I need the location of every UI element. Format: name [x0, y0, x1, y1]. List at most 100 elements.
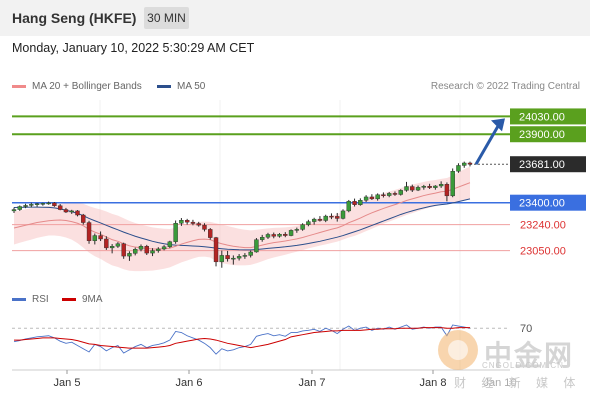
- candle-body: [231, 257, 236, 260]
- rsi-swatch: [12, 297, 26, 301]
- candle-body: [462, 162, 467, 166]
- ma20-label: MA 20 + Bollinger Bands: [32, 81, 142, 92]
- candle-body: [138, 246, 144, 250]
- rsi-label: RSI: [32, 294, 49, 305]
- candle-body: [121, 243, 126, 257]
- candle-body: [179, 220, 184, 224]
- forecast-arrow-line: [474, 123, 501, 165]
- candle-body: [260, 236, 265, 240]
- ma9-swatch: [62, 297, 76, 301]
- current-price-tag: [510, 156, 586, 173]
- candle-body: [75, 210, 80, 216]
- candle-body: [456, 165, 461, 172]
- candle-body: [329, 215, 334, 218]
- candle-body: [277, 233, 282, 237]
- chart-datetime: Monday, January 10, 2022 5:30:29 AM CET: [12, 41, 255, 55]
- candle-body: [161, 246, 167, 250]
- candle-body: [208, 229, 213, 238]
- candle-body: [381, 194, 386, 196]
- rsi-ma9-line: [14, 327, 470, 349]
- candle-body: [81, 214, 86, 223]
- rsi-line: [13, 324, 471, 355]
- candle-body: [421, 186, 427, 188]
- candle-body: [288, 230, 294, 236]
- candle-body: [29, 204, 34, 206]
- candle-body: [317, 218, 323, 221]
- candle-body: [57, 205, 63, 210]
- candle-body: [156, 248, 161, 251]
- candle-body: [173, 223, 178, 242]
- candle-body: [248, 251, 253, 256]
- candle-body: [92, 235, 98, 241]
- legend-ma50: MA 50: [157, 81, 205, 92]
- research-credit: Research © 2022 Trading Central: [430, 81, 580, 92]
- candle-body: [386, 193, 392, 196]
- x-tick-label: Jan 7: [299, 377, 326, 389]
- candle-body: [23, 205, 28, 207]
- candle-body: [202, 224, 207, 230]
- candle-body: [34, 203, 40, 205]
- candle-body: [98, 235, 103, 240]
- level-label-24030.00: 24030.00: [519, 111, 565, 123]
- candle-body: [213, 237, 219, 263]
- forecast-arrow-head: [491, 118, 505, 132]
- candle-body: [196, 223, 201, 226]
- current-price-label: 23681.00: [519, 159, 565, 171]
- candle-body: [219, 255, 224, 263]
- watermark-text: 中金网: [484, 340, 575, 371]
- candle-body: [184, 220, 190, 223]
- candle-body: [86, 222, 92, 241]
- ma9-label: 9MA: [82, 294, 103, 305]
- candle-body: [254, 239, 259, 253]
- legend-rsi: RSI: [12, 294, 49, 305]
- candle-body: [52, 202, 57, 206]
- watermark-logo-inner: [448, 340, 468, 360]
- candle-body: [335, 216, 340, 219]
- candle-body: [398, 190, 403, 195]
- candle-body: [346, 201, 351, 212]
- candle-body: [283, 233, 288, 236]
- chart-header: Hang Seng (HKFE) 30 MIN: [0, 0, 590, 36]
- candle-body: [236, 256, 242, 259]
- candle-body: [467, 162, 473, 165]
- candle-body: [40, 203, 46, 205]
- ma50-swatch: [157, 84, 171, 88]
- candle-body: [17, 206, 22, 210]
- level-tag-24030.00: [510, 108, 586, 125]
- candle-body: [104, 238, 109, 249]
- ma20-swatch: [12, 84, 26, 88]
- candle-body: [300, 224, 305, 230]
- candle-body: [444, 184, 450, 197]
- candle-body: [392, 193, 398, 195]
- candle-body: [265, 234, 271, 238]
- candle-body: [133, 249, 138, 254]
- timeframe-button[interactable]: 30 MIN: [144, 7, 189, 29]
- candle-body: [433, 185, 438, 188]
- x-tick-label: Jan 5: [54, 377, 81, 389]
- candle-body: [415, 187, 421, 191]
- candle-body: [358, 200, 363, 205]
- candle-body: [340, 210, 346, 219]
- candle-body: [352, 201, 357, 205]
- ma50-label: MA 50: [177, 81, 206, 92]
- candle-body: [11, 209, 17, 212]
- candle-body: [427, 186, 432, 188]
- x-tick-label: Jan 10: [483, 377, 516, 389]
- candle-body: [63, 209, 69, 213]
- candle-body: [150, 250, 155, 254]
- candle-body: [369, 196, 375, 200]
- candle-body: [127, 253, 132, 257]
- level-tag-23400.00: [510, 194, 586, 211]
- candle-body: [404, 186, 409, 191]
- level-label-23400.00: 23400.00: [519, 198, 565, 210]
- candle-body: [225, 255, 230, 260]
- candle-body: [363, 196, 369, 201]
- candle-body: [271, 234, 276, 237]
- candle-body: [190, 221, 196, 224]
- watermark-sub2: 财 经 新 媒 体: [454, 376, 582, 390]
- legend-ma20: MA 20 + Bollinger Bands: [12, 81, 142, 92]
- rsi-level-label: 70: [520, 323, 532, 335]
- candle-body: [375, 194, 380, 200]
- candle-body: [242, 255, 248, 257]
- candle-body: [311, 218, 317, 222]
